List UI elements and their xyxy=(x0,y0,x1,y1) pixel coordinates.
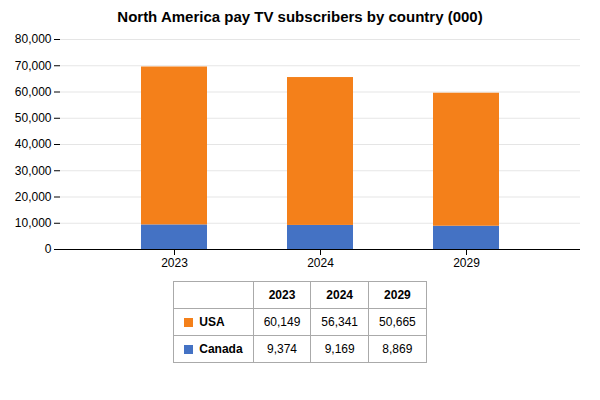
html-text:Canada: Canada xyxy=(199,342,243,356)
html-text:2023: 2023 xyxy=(268,288,296,302)
svg-text:50,000: 50,000 xyxy=(15,111,52,125)
svg-text:70,000: 70,000 xyxy=(15,59,52,73)
html-text:North America pay TV subscribe: North America pay TV subscribers by coun… xyxy=(117,8,483,25)
svg-text:20,000: 20,000 xyxy=(15,190,52,204)
html-text:56,341: 56,341 xyxy=(321,315,358,329)
svg-text:80,000: 80,000 xyxy=(15,32,52,46)
svg-text:2024: 2024 xyxy=(307,256,334,270)
svg-text:0: 0 xyxy=(45,242,52,256)
svg-text:2023: 2023 xyxy=(161,256,188,270)
html-text:50,665: 50,665 xyxy=(379,315,416,329)
html-text:9,374: 9,374 xyxy=(267,342,297,356)
svg-text:30,000: 30,000 xyxy=(15,164,52,178)
html-text:2024: 2024 xyxy=(326,288,353,302)
html-text:60,149: 60,149 xyxy=(263,315,301,329)
svg-text:10,000: 10,000 xyxy=(15,216,52,230)
html-text:9,169: 9,169 xyxy=(324,342,355,356)
svg-text:60,000: 60,000 xyxy=(15,85,52,99)
html-text:2029: 2029 xyxy=(384,288,411,302)
svg-text:40,000: 40,000 xyxy=(15,137,52,151)
svg-text:2029: 2029 xyxy=(453,256,480,270)
html-text:8,869: 8,869 xyxy=(382,342,413,356)
html-text:USA: USA xyxy=(199,315,225,329)
